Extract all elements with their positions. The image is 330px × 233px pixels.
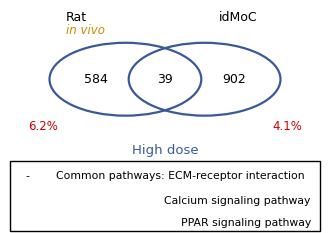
- Text: idMoC: idMoC: [219, 11, 257, 24]
- Text: PPAR signaling pathway: PPAR signaling pathway: [181, 218, 311, 228]
- Text: 584: 584: [84, 73, 108, 86]
- Text: in vivo: in vivo: [66, 24, 105, 37]
- Text: 4.1%: 4.1%: [272, 120, 302, 133]
- Text: 6.2%: 6.2%: [28, 120, 58, 133]
- Text: Calcium signaling pathway: Calcium signaling pathway: [164, 196, 311, 206]
- Text: High dose: High dose: [132, 144, 198, 157]
- Text: Rat: Rat: [66, 11, 87, 24]
- Text: 902: 902: [222, 73, 246, 86]
- Text: Common pathways: ECM-receptor interaction: Common pathways: ECM-receptor interactio…: [56, 171, 305, 181]
- Text: -: -: [25, 171, 29, 181]
- Text: 39: 39: [157, 73, 173, 86]
- FancyBboxPatch shape: [10, 161, 320, 231]
